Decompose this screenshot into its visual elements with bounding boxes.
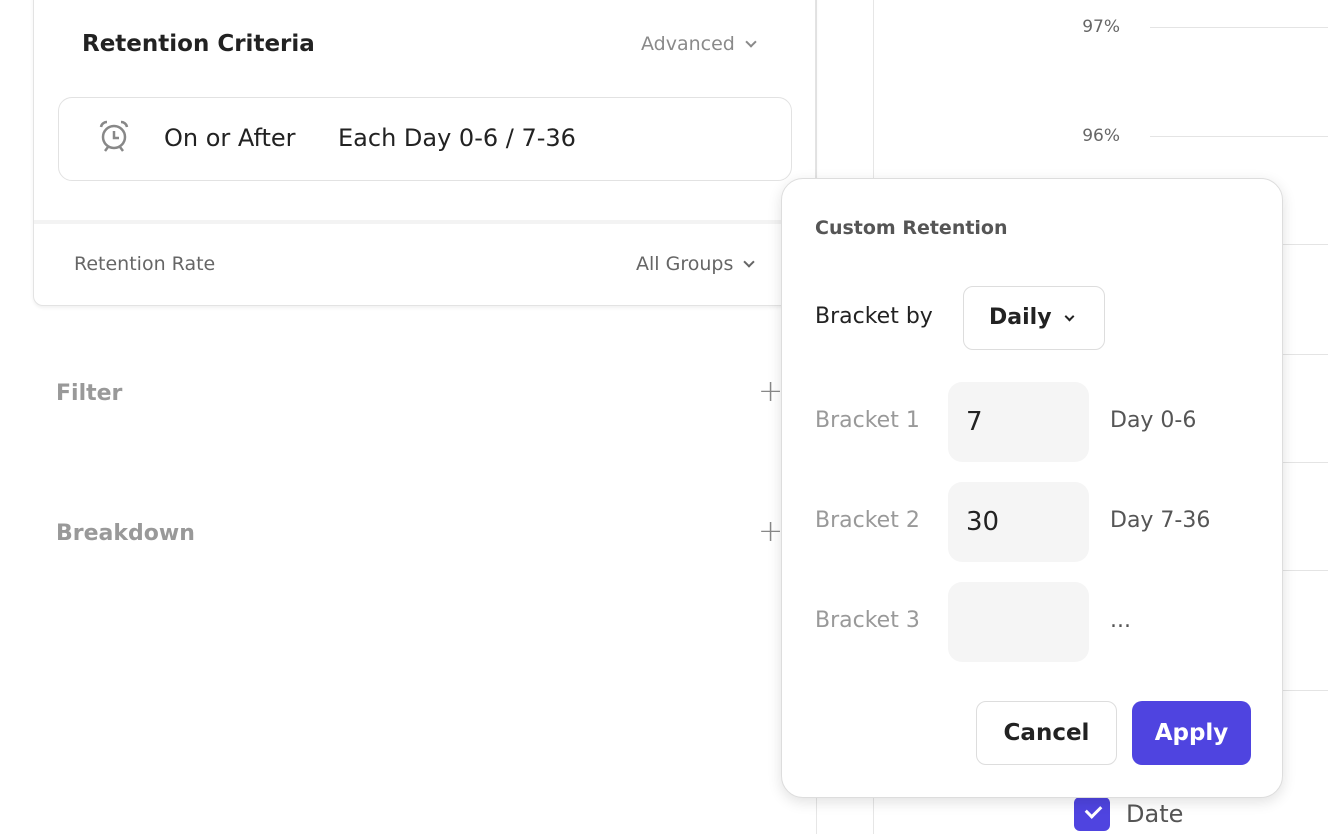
advanced-label: Advanced [641, 33, 735, 55]
retention-criteria-title: Retention Criteria [82, 31, 315, 57]
y-tick-label: 96% [1082, 126, 1120, 146]
chevron-down-icon [745, 36, 757, 48]
apply-button[interactable]: Apply [1132, 701, 1251, 765]
cancel-button[interactable]: Cancel [976, 701, 1117, 765]
custom-retention-popup: Custom Retention Bracket by Daily Bracke… [781, 178, 1283, 798]
bracket-by-select[interactable]: Daily [963, 286, 1105, 350]
y-tick-label: 97% [1082, 17, 1120, 37]
bracket-range: Day 0-6 [1110, 408, 1197, 433]
breakdown-label: Breakdown [56, 521, 195, 546]
all-groups-label: All Groups [636, 253, 734, 275]
chevron-down-icon [1064, 311, 1074, 322]
bracket-2-input[interactable] [948, 482, 1089, 562]
date-checkbox[interactable] [1074, 797, 1110, 831]
criteria-brackets: Each Day 0-6 / 7-36 [338, 124, 576, 152]
filter-label: Filter [56, 381, 123, 406]
bracket-label: Bracket 3 [815, 608, 920, 633]
gridline [1150, 136, 1328, 137]
bracket-by-value: Daily [989, 305, 1052, 330]
bracket-range: Day 7-36 [1110, 508, 1211, 533]
bracket-3-input[interactable] [948, 582, 1089, 662]
bracket-range: ... [1110, 608, 1131, 633]
chevron-down-icon [743, 256, 756, 268]
retention-criteria-selector[interactable]: On or After Each Day 0-6 / 7-36 [58, 97, 792, 181]
date-legend-label: Date [1126, 800, 1184, 828]
bracket-by-label: Bracket by [815, 304, 933, 329]
retention-criteria-card [33, 0, 816, 306]
add-breakdown-icon[interactable]: + [758, 514, 784, 549]
alarm-clock-icon [99, 120, 129, 152]
retention-rate-label: Retention Rate [74, 253, 216, 275]
add-filter-icon[interactable]: + [758, 374, 784, 409]
bracket-label: Bracket 1 [815, 408, 920, 433]
divider [34, 220, 816, 224]
gridline [1150, 27, 1328, 28]
all-groups-dropdown[interactable]: All Groups [636, 253, 756, 275]
popup-title: Custom Retention [815, 217, 1008, 239]
bracket-label: Bracket 2 [815, 508, 920, 533]
criteria-mode: On or After [164, 124, 296, 152]
advanced-dropdown[interactable]: Advanced [641, 33, 757, 55]
bracket-1-input[interactable] [948, 382, 1089, 462]
